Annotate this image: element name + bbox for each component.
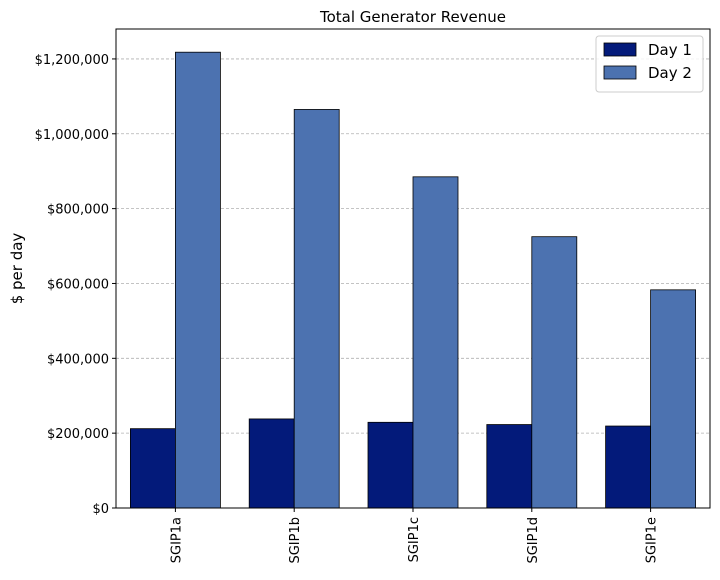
chart-title: Total Generator Revenue — [319, 8, 506, 26]
bar-day-1 — [248, 418, 295, 509]
y-tick-label: $1,000,000 — [35, 128, 109, 143]
bar-day-2 — [531, 236, 578, 509]
x-tick-label: SGIP1a — [169, 517, 184, 563]
bar-day-2 — [293, 109, 340, 509]
bar-day-1 — [129, 428, 176, 509]
y-tick-label: $600,000 — [47, 277, 109, 292]
y-tick-label: $200,000 — [47, 427, 109, 442]
legend-swatch — [603, 65, 637, 80]
x-axis: SGIP1a SGIP1b SGIP1c SGIP1d SGIP1e — [169, 508, 660, 564]
legend-swatch — [603, 42, 637, 57]
legend-label: Day 1 — [648, 41, 692, 59]
y-axis: $0 $200,000 $400,000 $600,000 $800,000 $1,000… — [35, 53, 116, 517]
y-axis-label: $ per day — [8, 233, 26, 305]
bar-day-1 — [486, 424, 533, 509]
bars — [129, 51, 696, 509]
y-tick-label: $0 — [92, 502, 109, 517]
x-tick-label: SGIP1d — [526, 517, 541, 564]
x-tick-label: SGIP1e — [645, 517, 660, 563]
y-tick-label: $800,000 — [47, 203, 109, 218]
bar-day-1 — [605, 425, 651, 509]
x-tick-label: SGIP1c — [407, 517, 422, 562]
y-tick-label: $400,000 — [47, 352, 109, 367]
bar-day-1 — [367, 421, 414, 509]
legend: Day 1 Day 2 — [595, 35, 704, 93]
x-tick-label: SGIP1b — [288, 517, 303, 564]
bar-day-2 — [412, 176, 459, 509]
bar-day-2 — [174, 51, 221, 509]
y-tick-label: $1,200,000 — [35, 53, 109, 68]
bar-day-2 — [650, 289, 696, 509]
legend-label: Day 2 — [648, 64, 692, 82]
